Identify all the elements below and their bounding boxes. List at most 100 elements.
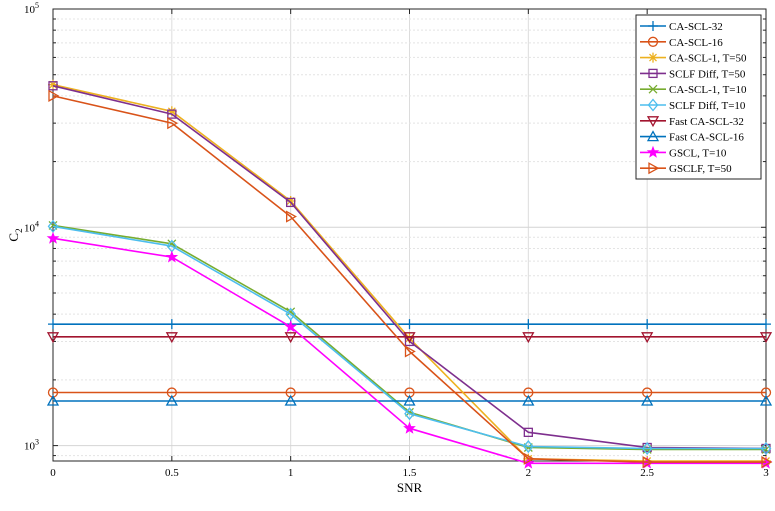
data-point [286,197,296,208]
y-tick-label: 103 [24,438,39,453]
data-point [641,441,653,456]
data-point [284,394,297,406]
legend-marker [647,98,659,112]
data-point [167,117,179,130]
legend-marker [646,130,660,142]
y-axis-title: C2 [6,228,24,241]
data-point [167,239,177,249]
legend-label: SCLF Diff, T=10 [669,100,746,112]
x-tick-label: 1 [288,467,294,479]
data-point [46,332,60,344]
data-point [522,332,535,344]
data-point [286,210,298,223]
data-point [759,332,773,344]
legend-item: GSCLF, T=50 [640,162,732,175]
data-point [166,319,177,330]
legend-label: Fast CA-SCL-32 [669,116,744,128]
data-point [285,307,297,321]
legend-item: Fast CA-SCL-16 [640,130,744,144]
data-point [284,320,297,333]
data-point [761,319,771,330]
data-point [48,319,58,330]
data-point [48,79,58,90]
legend-item: GSCL, T=10 [640,145,727,159]
legend-item: SCLF Diff, T=50 [640,68,746,80]
data-point [404,345,416,358]
data-point [284,332,297,344]
data-point [642,319,653,330]
legend-item: CA-SCL-1, T=10 [640,84,747,96]
series-7 [46,332,773,344]
data-point [522,440,534,454]
legend-label: CA-SCL-1, T=50 [669,53,747,65]
data-point [759,394,773,406]
legend-label: CA-SCL-32 [669,21,723,33]
legend-marker [647,36,659,47]
x-tick-label: 0.5 [165,467,179,479]
legend-marker [646,145,660,158]
data-point [403,394,416,406]
legend-label: GSCL, T=10 [669,147,727,159]
x-tick-label: 3 [763,467,769,479]
legend-marker [648,52,658,63]
data-point [523,427,533,437]
data-point [761,456,773,469]
legend-item: CA-SCL-32 [640,21,723,33]
data-point [404,333,415,344]
legend-item: SCLF Diff, T=10 [640,98,746,112]
data-point [404,319,415,330]
series-5 [48,220,771,454]
x-tick-label: 2 [526,467,532,479]
data-point [285,195,296,206]
data-point [165,332,178,344]
legend-item: CA-SCL-16 [640,36,723,49]
legend-marker [648,84,658,94]
data-point [404,407,415,421]
y-tick-label: 105 [24,1,39,16]
legend-item: CA-SCL-1, T=50 [640,53,747,65]
data-point [286,307,296,317]
series-2 [47,387,772,398]
data-point [760,441,772,456]
series-8 [46,394,773,406]
legend-marker [648,21,658,31]
data-point [167,109,177,119]
grid [52,8,767,461]
legend-label: CA-SCL-16 [669,37,723,49]
data-point [403,332,416,344]
data-point [48,89,60,102]
legend-marker [648,162,660,175]
legend-marker [648,68,658,79]
series-10 [48,89,773,469]
data-point [403,421,416,434]
data-point [642,456,654,469]
data-point [166,106,177,117]
legend-label: Fast CA-SCL-16 [669,132,744,144]
x-tick-label: 2.5 [640,467,654,479]
series-group [46,79,773,469]
data-point [641,394,654,406]
legend-label: SCLF Diff, T=50 [669,68,746,80]
x-tick-label: 0 [50,467,56,479]
x-axis-title: SNR [397,480,423,495]
data-point [641,332,654,344]
legend-label: GSCLF, T=50 [669,163,732,175]
data-point [46,231,60,244]
legend-item: Fast CA-SCL-32 [640,116,744,128]
data-point [523,319,534,330]
series-line [52,95,766,463]
legend-marker [646,116,660,128]
y-tick-label: 104 [24,219,39,234]
legend: CA-SCL-32 CA-SCL-16 CA-SCL-1, T=50 SCLF Dif… [635,14,762,180]
legend-label: CA-SCL-1, T=10 [669,84,747,96]
data-point [48,81,58,91]
data-point [46,394,60,406]
data-point [522,394,535,406]
x-tick-label: 1.5 [403,467,417,479]
data-point [523,452,535,465]
data-point [165,394,178,406]
series-line [52,225,766,450]
data-point [165,250,179,263]
